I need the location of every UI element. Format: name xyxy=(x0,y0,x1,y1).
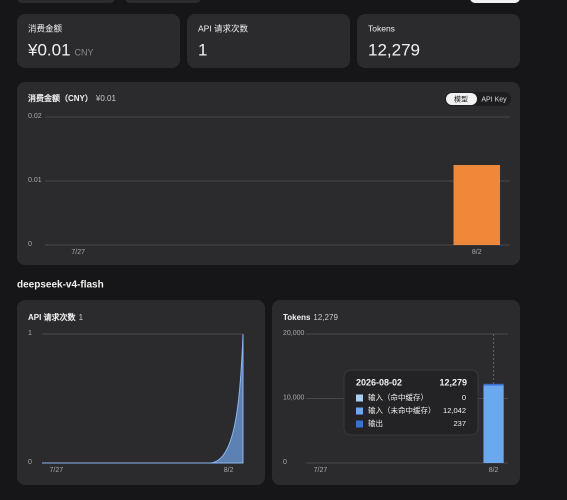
legend-label: 输入（未命中缓存） xyxy=(368,405,436,415)
chart-summary: ¥0.01 xyxy=(95,94,117,103)
top-control[interactable] xyxy=(17,0,115,3)
bar-segment xyxy=(483,385,504,463)
chart-title: API 请求次数 xyxy=(28,312,77,322)
x-tick-label: 8/2 xyxy=(489,467,499,474)
chart-summary: 12,279 xyxy=(313,313,338,322)
y-tick-label: 1 xyxy=(28,330,32,337)
card-value: ¥0.01 xyxy=(27,40,71,59)
x-tick-label: 8/2 xyxy=(472,249,482,256)
card-label: 消费金额 xyxy=(28,23,63,33)
chart-title: 消费金额（CNY） xyxy=(28,93,93,103)
y-tick-label: 0 xyxy=(283,459,287,466)
card-value: 1 xyxy=(198,40,207,59)
legend-swatch xyxy=(356,420,363,428)
y-tick-label: 0 xyxy=(28,241,32,248)
x-tick-label: 7/27 xyxy=(71,249,85,256)
tooltip-value: 0 xyxy=(462,393,466,402)
panel xyxy=(17,82,520,265)
toggle-active[interactable] xyxy=(446,93,477,105)
y-tick-label: 0.01 xyxy=(28,177,42,184)
legend-label: 输入（命中缓存） xyxy=(368,392,428,402)
card-label: API 请求次数 xyxy=(198,23,249,33)
bar-segment xyxy=(483,383,504,386)
x-tick-label: 7/27 xyxy=(50,467,64,474)
card-label: Tokens xyxy=(368,23,395,33)
tooltip-date: 2026-08-02 xyxy=(356,377,402,387)
x-tick-label: 8/2 xyxy=(224,467,234,474)
top-button[interactable] xyxy=(470,0,520,3)
y-tick-label: 10,000 xyxy=(283,394,305,401)
chart-summary: 1 xyxy=(79,313,84,322)
tooltip xyxy=(343,369,479,436)
tooltip-value: 12,042 xyxy=(443,406,466,415)
card xyxy=(187,14,350,68)
y-tick-label: 0.02 xyxy=(28,113,42,120)
card xyxy=(357,14,520,68)
x-tick-label: 7/27 xyxy=(314,467,328,474)
y-tick-label: 0 xyxy=(28,459,32,466)
legend-swatch xyxy=(356,394,363,402)
chart-title: Tokens xyxy=(283,313,311,322)
bar xyxy=(453,165,501,245)
section-title: deepseek-v4-flash xyxy=(17,280,104,291)
tooltip-value: 237 xyxy=(453,419,466,428)
toggle-option[interactable]: API Key xyxy=(481,96,507,103)
top-control[interactable] xyxy=(125,0,201,3)
panel xyxy=(17,300,265,485)
toggle-option[interactable]: 模型 xyxy=(454,94,468,103)
card-value: 12,279 xyxy=(368,40,420,59)
card xyxy=(17,14,180,68)
legend-swatch xyxy=(356,407,363,415)
card-unit: CNY xyxy=(75,47,94,57)
legend-label: 输出 xyxy=(368,418,383,428)
y-tick-label: 20,000 xyxy=(283,330,305,337)
tooltip-total: 12,279 xyxy=(439,377,467,387)
area xyxy=(42,333,244,464)
